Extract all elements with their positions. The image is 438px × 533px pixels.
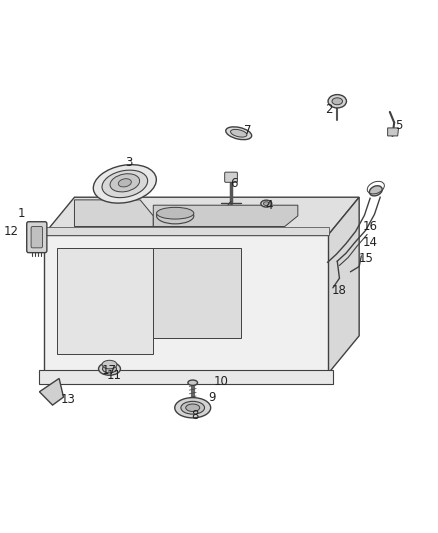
Polygon shape — [39, 370, 333, 384]
Ellipse shape — [93, 165, 156, 203]
Ellipse shape — [102, 360, 117, 369]
FancyBboxPatch shape — [31, 227, 42, 248]
Text: 17: 17 — [102, 364, 117, 377]
Ellipse shape — [157, 208, 194, 224]
Ellipse shape — [102, 365, 117, 373]
Text: 10: 10 — [214, 375, 229, 387]
Text: 7: 7 — [244, 124, 251, 137]
Ellipse shape — [332, 98, 343, 104]
Ellipse shape — [328, 94, 346, 108]
Ellipse shape — [186, 404, 200, 411]
Polygon shape — [153, 248, 241, 338]
Text: 18: 18 — [332, 284, 347, 297]
Polygon shape — [44, 227, 328, 235]
Polygon shape — [44, 197, 359, 235]
Ellipse shape — [99, 362, 120, 375]
Ellipse shape — [110, 174, 140, 192]
Text: 13: 13 — [60, 393, 75, 406]
FancyBboxPatch shape — [27, 222, 47, 253]
Ellipse shape — [188, 380, 198, 385]
Ellipse shape — [118, 179, 131, 187]
Polygon shape — [153, 205, 298, 227]
Polygon shape — [74, 200, 153, 227]
Ellipse shape — [175, 398, 211, 418]
Text: 5: 5 — [395, 119, 402, 132]
Text: 9: 9 — [208, 391, 216, 403]
Text: 3: 3 — [126, 156, 133, 169]
Ellipse shape — [230, 130, 247, 137]
Text: 2: 2 — [325, 103, 332, 116]
Ellipse shape — [261, 200, 272, 207]
Ellipse shape — [157, 207, 194, 219]
Text: 4: 4 — [265, 199, 273, 212]
Ellipse shape — [102, 170, 148, 198]
Text: 16: 16 — [363, 220, 378, 233]
Text: 14: 14 — [363, 236, 378, 249]
Ellipse shape — [181, 401, 205, 414]
Ellipse shape — [369, 185, 382, 196]
Text: 12: 12 — [4, 225, 18, 238]
Ellipse shape — [226, 127, 252, 140]
Polygon shape — [328, 197, 359, 373]
Polygon shape — [44, 235, 328, 373]
Ellipse shape — [263, 201, 269, 205]
Text: 11: 11 — [106, 369, 121, 382]
FancyBboxPatch shape — [225, 172, 237, 182]
Text: 1: 1 — [18, 207, 26, 220]
Polygon shape — [39, 378, 64, 405]
Text: 15: 15 — [358, 252, 373, 265]
Text: 6: 6 — [230, 177, 238, 190]
Polygon shape — [57, 248, 153, 354]
Text: 8: 8 — [191, 409, 198, 422]
Polygon shape — [388, 128, 399, 136]
